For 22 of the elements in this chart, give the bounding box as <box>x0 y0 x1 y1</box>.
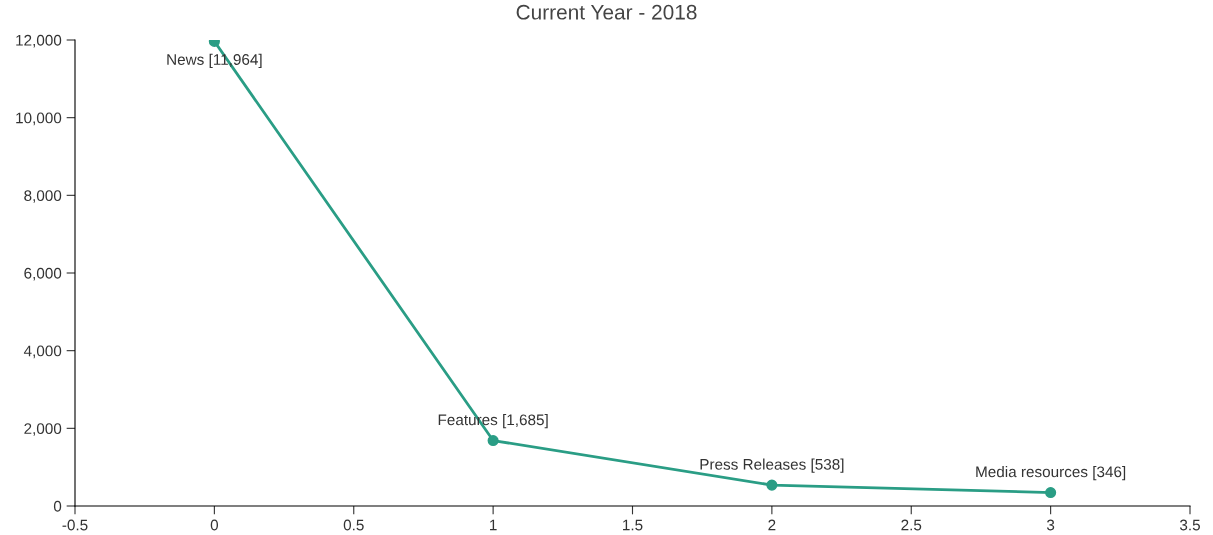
y-tick-label: 6,000 <box>24 267 62 281</box>
x-tick-label: 0.5 <box>343 519 364 531</box>
x-tick-label: 0 <box>210 519 219 531</box>
y-tick-label: 0 <box>53 500 62 512</box>
point <box>1045 487 1057 499</box>
x-tick-label: 3 <box>1046 519 1055 531</box>
chart-title: Current Year - 2018 <box>516 4 697 20</box>
y-tick-label: 4,000 <box>23 345 62 359</box>
y-tick-label: 10,000 <box>16 112 62 126</box>
point <box>487 435 499 447</box>
annotation: Press Releases [538] <box>700 458 844 473</box>
y-tick-label: 12,000 <box>16 34 62 48</box>
y-tick-label: 8,000 <box>24 190 62 203</box>
x-tick-label: 1.5 <box>623 519 643 531</box>
x-tick-label: 1 <box>490 519 497 531</box>
x-tick-label: -0.5 <box>62 519 88 531</box>
x-tick-label: 2.5 <box>901 519 922 531</box>
annotation: Media resources [346] <box>976 466 1126 481</box>
x-tick-label: 3.5 <box>1179 519 1200 531</box>
x-tick-label: 2 <box>768 519 776 531</box>
point <box>766 479 778 491</box>
y-tick-label: 2,000 <box>24 423 62 436</box>
